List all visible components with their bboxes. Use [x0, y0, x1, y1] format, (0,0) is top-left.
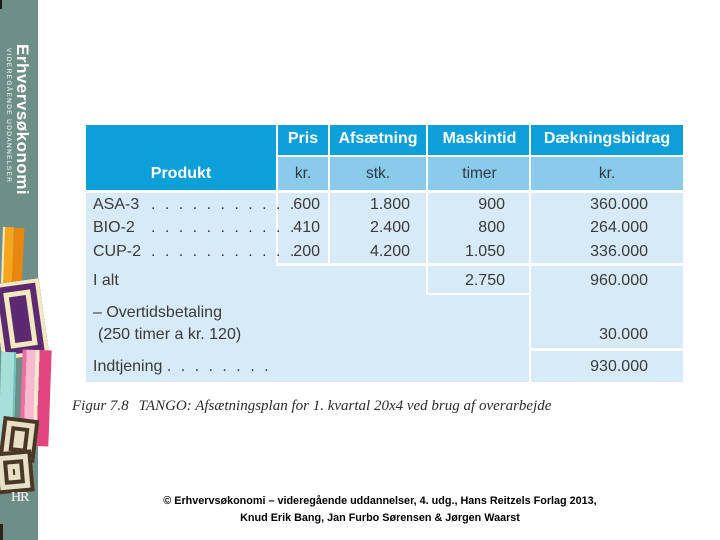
table-row-product-label: ASA-3 . . . . . . . . . . .	[93, 193, 297, 216]
sidebar: Erhvervsøkonomi VIDEREGÅENDE UDDANNELSER…	[0, 0, 52, 540]
earnings-label: Indtjening	[93, 358, 163, 375]
dot-leader: . . . . . . . . . . .	[151, 219, 297, 236]
cell-maskintid: 1.050	[464, 243, 505, 260]
overtime-daekningsbidrag: 30.000	[599, 326, 648, 343]
figure-caption-text: TANGO: Afsætningsplan for 1. kvartal 20x…	[138, 398, 552, 414]
column-unit-pris: kr.	[294, 165, 312, 182]
product-name: BIO-2	[93, 219, 135, 236]
product-name: CUP-2	[93, 243, 142, 260]
dot-leader: . . . . . . . . . . .	[151, 243, 297, 260]
overtime-label-line1: – Overtidsbetaling	[93, 304, 222, 321]
cell-maskintid: 900	[478, 196, 505, 213]
cell-daekningsbidrag: 264.000	[590, 219, 648, 236]
cell-afsaetning: 1.800	[369, 196, 410, 213]
grid-line-horizontal-below-total-maskintid	[426, 293, 531, 295]
column-unit-daekningsbidrag: kr.	[598, 165, 616, 182]
figure-table: Produkt Pris Afsætning Maskintid Dækning…	[86, 125, 683, 382]
cell-daekningsbidrag: 360.000	[590, 196, 648, 213]
grid-line-vertical-maskintid-daekningsbidrag	[529, 125, 531, 382]
deco-brown-concentric-square-lower	[0, 449, 35, 495]
footer-line1: © Erhvervsøkonomi – videregående uddanne…	[163, 495, 597, 507]
cell-afsaetning: 4.200	[369, 243, 410, 260]
cell-pris: 200	[293, 243, 320, 260]
column-header-afsaetning: Afsætning	[338, 130, 418, 147]
column-header-pris: Pris	[287, 130, 319, 147]
grid-line-horizontal-above-earnings	[529, 348, 683, 351]
product-name: ASA-3	[93, 196, 140, 213]
corner-mark-bottom	[0, 524, 3, 540]
earnings-daekningsbidrag: 930.000	[590, 358, 648, 375]
column-header-produkt: Produkt	[150, 165, 212, 182]
total-daekningsbidrag: 960.000	[590, 272, 648, 289]
total-maskintid: 2.750	[464, 272, 505, 289]
grid-line-vertical-produkt-pris	[276, 125, 278, 266]
earnings-row-label: Indtjening . . . . . . . .	[93, 355, 271, 378]
figure-caption: Figur 7.8 TANGO: Afsætningsplan for 1. kv…	[72, 398, 692, 415]
column-unit-afsaetning: stk.	[365, 165, 391, 182]
overtime-label-line2: (250 timer a kr. 120)	[98, 326, 242, 343]
copyright-footer: © Erhvervsøkonomi – videregående uddanne…	[40, 493, 720, 527]
cell-pris: 410	[293, 219, 320, 236]
footer-line2: Knud Erik Bang, Jan Furbo Sørensen & Jør…	[240, 512, 520, 524]
dot-leader: . . . . . . . .	[166, 358, 272, 375]
brand-title: Erhvervsøkonomi	[13, 44, 32, 196]
table-subheader-background	[278, 157, 683, 190]
table-row-product-label: BIO-2 . . . . . . . . . . .	[93, 216, 297, 239]
table-row-product-label: CUP-2 . . . . . . . . . . .	[93, 240, 297, 263]
publisher-logo: HR	[11, 490, 29, 505]
grid-line-vertical-afsaetning-maskintid	[426, 125, 428, 295]
grid-line-horizontal-below-products	[276, 263, 683, 266]
deco-purple-concentric-square	[0, 278, 50, 360]
table-produkt-header-background	[86, 125, 276, 190]
cell-maskintid: 800	[478, 219, 505, 236]
cell-pris: 600	[293, 196, 320, 213]
grid-line-horizontal-header	[276, 155, 683, 157]
column-unit-maskintid: timer	[462, 165, 497, 182]
deco-orange-bar-dark	[11, 227, 25, 286]
grid-line-vertical-pris-afsaetning	[328, 125, 330, 266]
brand-subtitle: VIDEREGÅENDE UDDANNELSER	[5, 48, 12, 184]
corner-mark-top	[0, 0, 2, 9]
grid-line-horizontal-below-header	[86, 190, 683, 193]
column-header-maskintid: Maskintid	[442, 130, 517, 147]
column-header-daekningsbidrag: Dækningsbidrag	[543, 130, 671, 147]
total-row-label: I alt	[93, 272, 119, 289]
cell-daekningsbidrag: 336.000	[590, 243, 648, 260]
dot-leader: . . . . . . . . . . .	[151, 196, 297, 213]
figure-number: Figur 7.8	[72, 398, 129, 414]
cell-afsaetning: 2.400	[369, 219, 410, 236]
brand-vertical-text: Erhvervsøkonomi VIDEREGÅENDE UDDANNELSER	[3, 44, 32, 244]
